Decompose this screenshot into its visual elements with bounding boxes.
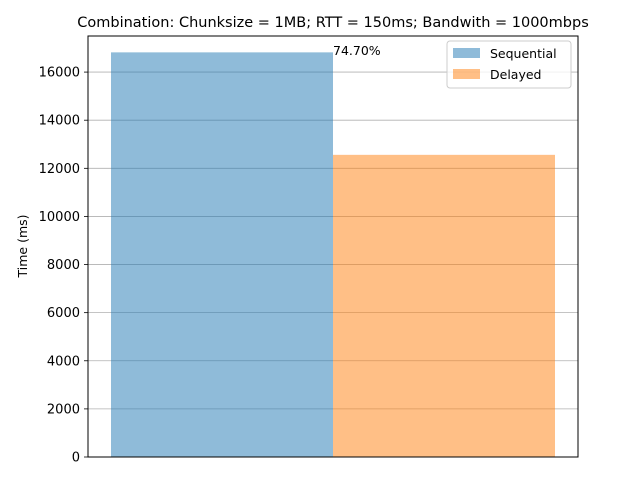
y-tick-label: 10000 — [39, 210, 80, 225]
y-tick-label: 16000 — [39, 66, 80, 81]
bar-delayed — [333, 154, 555, 457]
y-tick-label: 14000 — [39, 114, 80, 129]
legend-swatch-delayed — [453, 69, 480, 79]
y-tick-label: 2000 — [47, 402, 80, 417]
legend-label-sequential: Sequential — [490, 46, 557, 61]
chart-title: Combination: Chunksize = 1MB; RTT = 150m… — [77, 15, 589, 31]
y-axis-label: Time (ms) — [15, 214, 30, 278]
legend: Sequential Delayed — [446, 40, 572, 89]
bar-sequential — [111, 52, 333, 457]
y-tick-label: 8000 — [47, 258, 80, 273]
y-tick-label: 6000 — [47, 306, 80, 321]
y-tick-label: 0 — [72, 451, 80, 466]
y-tick-label: 4000 — [47, 354, 80, 369]
y-tick-label: 12000 — [39, 162, 80, 177]
bars — [111, 52, 555, 457]
plot-frame — [87, 35, 579, 458]
y-axis: 0 2000 4000 6000 8000 10000 12000 14000 16000 — [39, 66, 88, 466]
legend-label-delayed: Delayed — [490, 67, 541, 82]
legend-swatch-sequential — [453, 48, 480, 58]
percentage-annotation: 74.70% — [333, 43, 381, 58]
